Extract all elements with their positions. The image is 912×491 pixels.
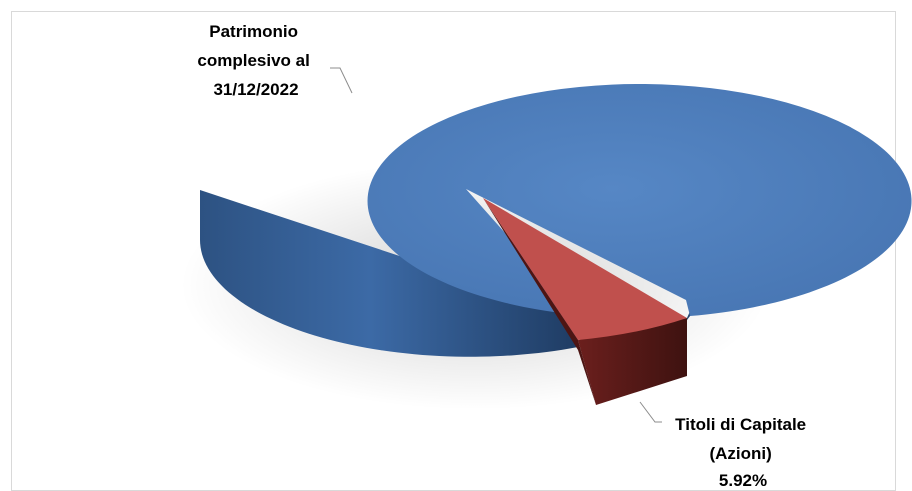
slice-label-red: Titoli di Capitale (Azioni) 5.92% [675,415,811,488]
slice-label-red-line-3: 5.92% [719,471,767,488]
pie-slice-red [483,198,687,340]
pie-slice-red-side-front [578,318,687,405]
slice-label-red-line-2: (Azioni) [709,444,771,463]
slice-label-blue-line-3: 31/12/2022 [213,80,298,99]
pie-slice-blue [367,84,912,316]
slice-label-red-line-1: Titoli di Capitale [675,415,806,434]
slice-label-blue-line-1: Patrimonio [209,22,298,41]
leader-line-red [639,401,662,423]
slice-label-blue: Patrimonio complesivo al 31/12/2022 [197,22,314,99]
pie-slice-blue-side [200,190,578,357]
slice-label-blue-line-2: complesivo al [197,51,309,70]
leader-line-blue [330,67,353,94]
